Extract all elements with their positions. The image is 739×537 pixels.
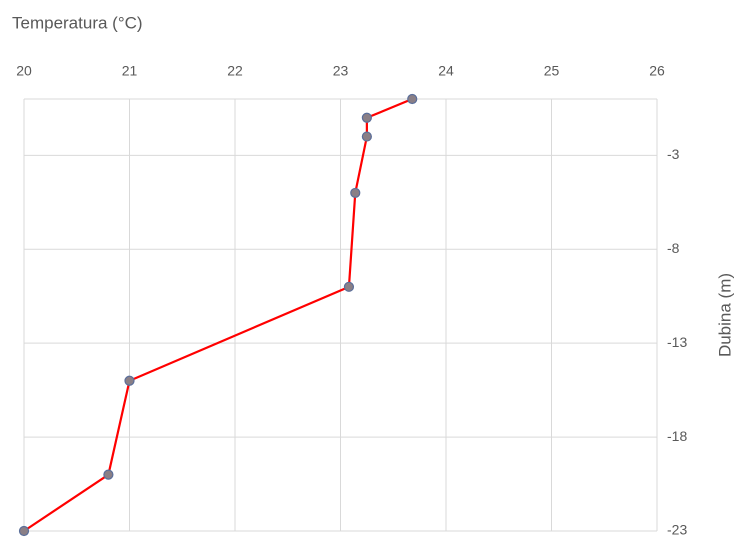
x-tick-label: 21 xyxy=(122,63,138,79)
data-point xyxy=(343,281,355,292)
y-tick-label: -23 xyxy=(667,522,687,537)
x-tick-label: 24 xyxy=(438,63,454,79)
x-tick-label: 20 xyxy=(16,63,32,79)
y-tick-label: -13 xyxy=(667,334,687,350)
x-axis-title: Temperatura (°C) xyxy=(12,13,143,32)
y-axis-title: Dubina (m) xyxy=(715,273,734,357)
data-point xyxy=(124,375,135,386)
data-point xyxy=(407,93,418,105)
x-tick-label: 25 xyxy=(544,63,560,79)
y-tick-label: -3 xyxy=(667,146,680,162)
data-point xyxy=(103,469,114,480)
data-line xyxy=(23,97,413,532)
y-tick-label: -18 xyxy=(667,428,687,444)
x-tick-label: 23 xyxy=(333,63,349,79)
x-tick-label: 26 xyxy=(649,63,665,79)
data-point xyxy=(361,112,372,123)
data-point xyxy=(350,187,361,199)
data-point xyxy=(361,131,372,142)
x-tick-label: 22 xyxy=(227,63,243,79)
data-point xyxy=(18,525,30,537)
y-tick-label: -8 xyxy=(667,240,680,256)
